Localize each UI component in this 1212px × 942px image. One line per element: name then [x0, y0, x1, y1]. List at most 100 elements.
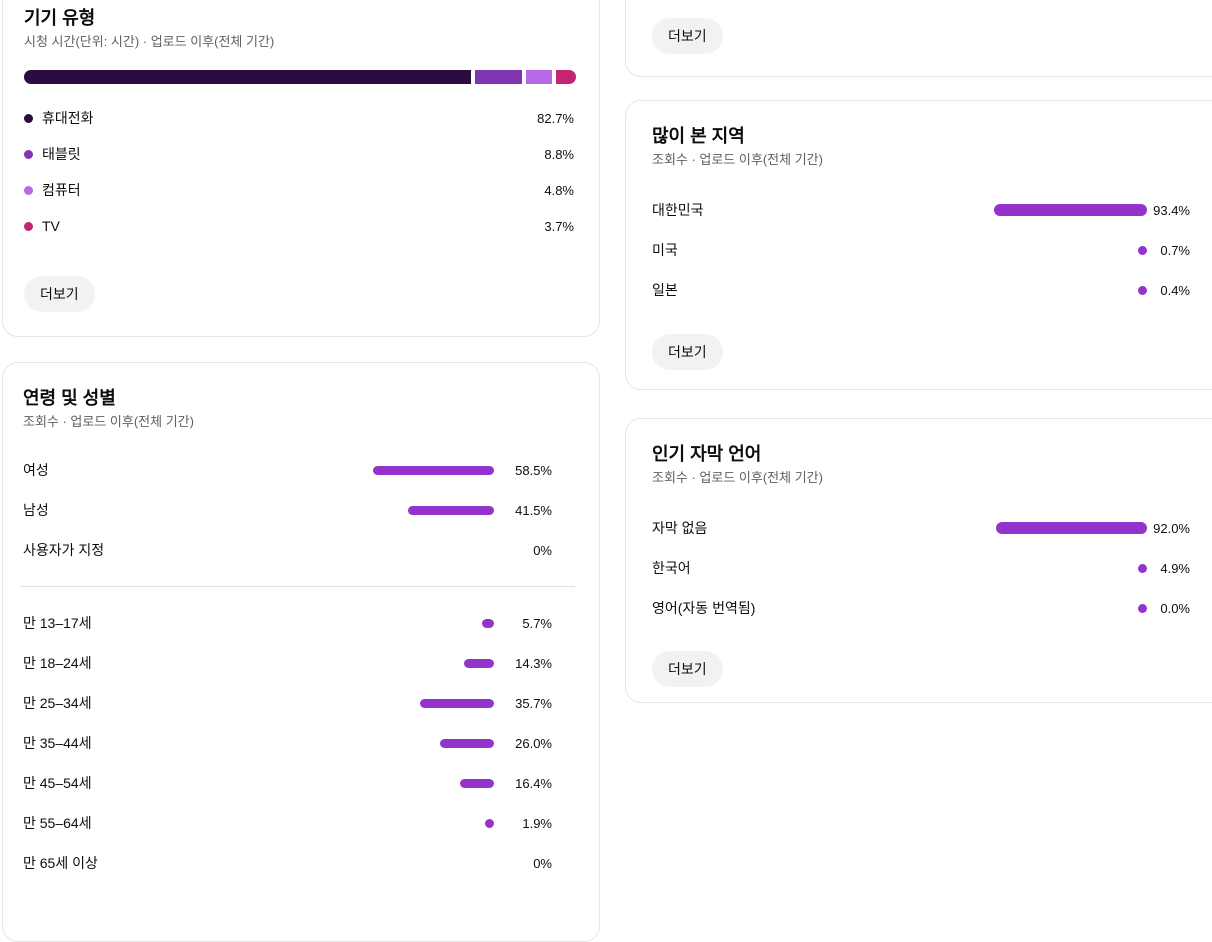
metric-value: 0% — [533, 855, 552, 871]
metric-value: 26.0% — [515, 735, 552, 751]
metric-bar — [1138, 603, 1147, 613]
metric-bar-track — [287, 778, 494, 788]
bar-segment-tv — [556, 70, 576, 84]
legend-value: 3.7% — [544, 218, 574, 234]
metric-bar — [482, 618, 494, 628]
metric-row: 만 65세 이상 0% — [23, 843, 552, 883]
bar-segment-tablet — [474, 70, 523, 84]
metric-bar — [1138, 285, 1147, 295]
legend-row: TV 3.7% — [24, 208, 574, 244]
metric-bar-track — [287, 738, 494, 748]
card-subtitle: 조회수 · 업로드 이후(전체 기간) — [652, 152, 823, 167]
metric-row: 만 45–54세 16.4% — [23, 763, 552, 803]
region-rows: 대한민국 93.4% 미국 0.7% 일본 0.4% — [652, 190, 1190, 310]
metric-row: 영어(자동 번역됨) 0.0% — [652, 588, 1190, 628]
metric-bar — [1138, 563, 1147, 573]
metric-label: 자막 없음 — [652, 520, 708, 536]
see-more-button[interactable]: 더보기 — [652, 651, 723, 687]
device-legend: 휴대전화 82.7% 태블릿 8.8% 컴퓨터 4.8% TV 3.7% — [24, 100, 574, 244]
metric-row: 만 35–44세 26.0% — [23, 723, 552, 763]
legend-dot-icon — [24, 149, 33, 159]
metric-row: 일본 0.4% — [652, 270, 1190, 310]
card-subtitle: 조회수 · 업로드 이후(전체 기간) — [23, 414, 194, 429]
metric-label: 만 25–34세 — [23, 695, 92, 711]
metric-bar-track — [287, 465, 494, 475]
metric-row: 만 55–64세 1.9% — [23, 803, 552, 843]
metric-bar-track — [287, 698, 494, 708]
see-more-button[interactable]: 더보기 — [652, 18, 723, 54]
metric-label: 만 18–24세 — [23, 655, 92, 671]
metric-bar — [420, 698, 494, 708]
card-title: 기기 유형 — [24, 8, 96, 28]
metric-row: 대한민국 93.4% — [652, 190, 1190, 230]
metric-label: 미국 — [652, 242, 678, 258]
metric-row: 사용자가 지정 0% — [23, 530, 552, 570]
legend-value: 82.7% — [537, 110, 574, 126]
metric-bar — [372, 465, 494, 475]
metric-value: 41.5% — [515, 502, 552, 518]
metric-label: 남성 — [23, 502, 49, 518]
metric-label: 만 65세 이상 — [23, 855, 98, 871]
metric-value: 0.4% — [1160, 282, 1190, 298]
metric-row: 여성 58.5% — [23, 450, 552, 490]
metric-bar-track — [983, 563, 1147, 573]
card-title: 연령 및 성별 — [23, 388, 116, 408]
metric-bar-track — [287, 658, 494, 668]
metric-bar — [1138, 245, 1147, 255]
metric-row: 한국어 4.9% — [652, 548, 1190, 588]
metric-value: 4.9% — [1160, 560, 1190, 576]
metric-value: 14.3% — [515, 655, 552, 671]
see-more-button[interactable]: 더보기 — [24, 276, 95, 312]
metric-value: 0.7% — [1160, 242, 1190, 258]
legend-value: 4.8% — [544, 182, 574, 198]
metric-bar-track — [287, 505, 494, 515]
age-gender-card: 연령 및 성별 조회수 · 업로드 이후(전체 기간) 여성 58.5% 남성 … — [2, 362, 600, 942]
partial-card: 더보기 — [625, 0, 1212, 77]
card-subtitle: 시청 시간(단위: 시간) · 업로드 이후(전체 기간) — [24, 34, 275, 49]
metric-value: 16.4% — [515, 775, 552, 791]
top-regions-card: 많이 본 지역 조회수 · 업로드 이후(전체 기간) 대한민국 93.4% 미… — [625, 100, 1212, 390]
see-more-button[interactable]: 더보기 — [652, 334, 723, 370]
metric-bar-track — [287, 818, 494, 828]
metric-row: 만 25–34세 35.7% — [23, 683, 552, 723]
metric-value: 5.7% — [522, 615, 552, 631]
metric-bar-track — [983, 522, 1147, 534]
age-rows: 만 13–17세 5.7% 만 18–24세 14.3% 만 25–34세 35… — [23, 603, 552, 883]
subtitle-languages-card: 인기 자막 언어 조회수 · 업로드 이후(전체 기간) 자막 없음 92.0%… — [625, 418, 1212, 703]
metric-bar — [440, 738, 494, 748]
metric-bar-track — [983, 245, 1147, 255]
caption-rows: 자막 없음 92.0% 한국어 4.9% 영어(자동 번역됨) 0.0% — [652, 508, 1190, 628]
metric-bar-track — [287, 618, 494, 628]
metric-row: 남성 41.5% — [23, 490, 552, 530]
legend-dot-icon — [24, 185, 33, 195]
metric-value: 92.0% — [1153, 520, 1190, 536]
metric-bar — [464, 658, 494, 668]
metric-value: 35.7% — [515, 695, 552, 711]
legend-row: 태블릿 8.8% — [24, 136, 574, 172]
metric-value: 0.0% — [1160, 600, 1190, 616]
metric-label: 영어(자동 번역됨) — [652, 600, 756, 616]
metric-bar-track — [983, 603, 1147, 613]
metric-row: 만 13–17세 5.7% — [23, 603, 552, 643]
legend-row: 휴대전화 82.7% — [24, 100, 574, 136]
metric-bar — [996, 522, 1147, 534]
metric-bar — [993, 204, 1147, 216]
bar-segment-computer — [526, 70, 553, 84]
section-divider — [20, 586, 575, 587]
metric-label: 일본 — [652, 282, 678, 298]
card-subtitle: 조회수 · 업로드 이후(전체 기간) — [652, 470, 823, 485]
legend-value: 8.8% — [544, 146, 574, 162]
metric-value: 93.4% — [1153, 202, 1190, 218]
metric-row: 미국 0.7% — [652, 230, 1190, 270]
device-type-card: 기기 유형 시청 시간(단위: 시간) · 업로드 이후(전체 기간) 휴대전화… — [2, 0, 600, 337]
metric-bar-track — [983, 204, 1147, 216]
bar-segment-mobile — [24, 70, 471, 84]
metric-label: 만 13–17세 — [23, 615, 92, 631]
metric-value: 0% — [533, 542, 552, 558]
metric-label: 만 35–44세 — [23, 735, 92, 751]
metric-label: 만 45–54세 — [23, 775, 92, 791]
metric-value: 1.9% — [522, 815, 552, 831]
metric-label: 대한민국 — [652, 202, 704, 218]
metric-label: 한국어 — [652, 560, 691, 576]
metric-bar-track — [983, 285, 1147, 295]
